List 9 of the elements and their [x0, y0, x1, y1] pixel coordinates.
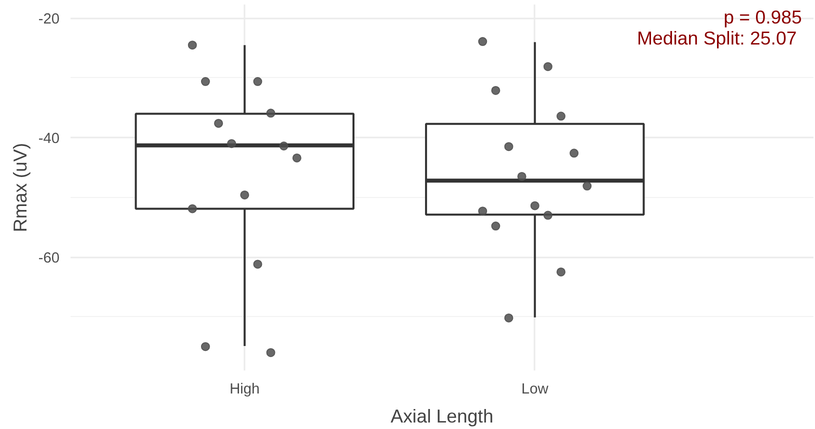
annotation: Median Split: 25.07	[636, 28, 797, 49]
x-tick-label: High	[230, 382, 260, 398]
y-tick-label: -20	[38, 12, 60, 28]
annotation: p = 0.985	[724, 6, 802, 28]
y-tick-label: -40	[38, 131, 60, 148]
x-tick-label: Low	[521, 382, 549, 398]
y-axis-title: Rmax (uV)	[9, 142, 30, 232]
y-tick-label: -60	[38, 250, 60, 267]
x-axis-title: Axial Length	[390, 406, 494, 426]
